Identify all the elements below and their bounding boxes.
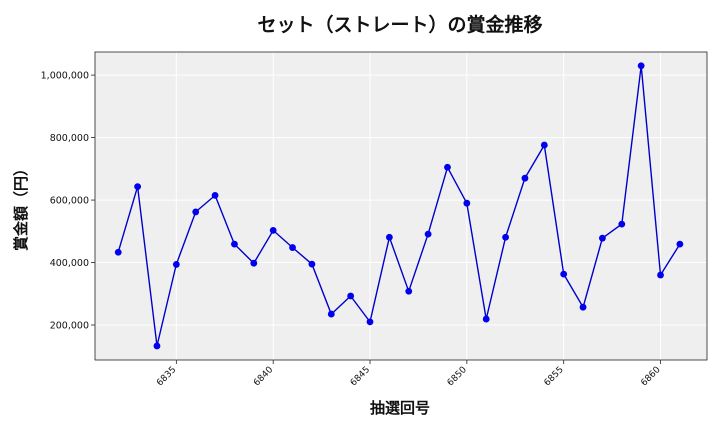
data-point bbox=[637, 62, 645, 70]
y-axis-ticks: 200,000 400,000 600,000 800,000 1,000,000 bbox=[41, 71, 95, 332]
y-tick-label: 600,000 bbox=[50, 196, 89, 207]
y-axis-label: 賞金額（円） bbox=[12, 161, 30, 251]
x-tick-label: 6850 bbox=[446, 365, 469, 388]
data-point bbox=[153, 342, 161, 350]
series-line bbox=[117, 65, 681, 347]
data-point bbox=[463, 199, 471, 207]
data-point bbox=[579, 303, 587, 311]
data-point bbox=[250, 259, 258, 267]
grid-lines bbox=[95, 52, 707, 360]
x-tick-label: 6845 bbox=[349, 365, 372, 388]
data-point bbox=[211, 191, 219, 199]
data-point bbox=[676, 240, 684, 248]
x-tick-label: 6840 bbox=[252, 365, 275, 388]
plot-frame bbox=[94, 51, 708, 361]
data-point bbox=[482, 315, 490, 323]
y-tick-label: 1,000,000 bbox=[41, 71, 89, 82]
data-point bbox=[560, 270, 568, 278]
data-point bbox=[599, 234, 606, 242]
data-point bbox=[366, 318, 374, 326]
plot-background bbox=[95, 52, 707, 360]
data-point bbox=[172, 261, 180, 268]
data-point bbox=[114, 248, 122, 256]
x-tick-label: 6860 bbox=[639, 365, 662, 388]
x-tick-label: 6835 bbox=[155, 365, 178, 388]
y-tick-label: 400,000 bbox=[50, 258, 89, 269]
data-point bbox=[502, 233, 509, 241]
data-points bbox=[114, 62, 684, 350]
data-point bbox=[289, 244, 296, 251]
data-point bbox=[327, 310, 335, 318]
data-point bbox=[521, 174, 529, 182]
data-point bbox=[385, 233, 393, 241]
data-point bbox=[618, 220, 626, 228]
y-tick-label: 800,000 bbox=[50, 133, 89, 144]
chart-title: セット（ストレート）の賞金推移 bbox=[257, 13, 542, 36]
data-point bbox=[444, 163, 451, 171]
data-point bbox=[657, 271, 664, 279]
data-point bbox=[424, 230, 432, 238]
data-point bbox=[134, 183, 142, 191]
data-point bbox=[231, 240, 238, 248]
data-point bbox=[540, 141, 548, 149]
data-point bbox=[192, 208, 200, 216]
data-point bbox=[269, 226, 277, 234]
y-tick-label: 200,000 bbox=[50, 321, 89, 332]
data-point bbox=[405, 287, 413, 295]
x-tick-label: 6855 bbox=[543, 365, 566, 388]
x-axis-label: 抽選回号 bbox=[370, 399, 430, 417]
data-point bbox=[308, 260, 316, 268]
data-point bbox=[347, 292, 355, 300]
x-axis-ticks: 6835 6840 6845 6850 6855 6860 bbox=[155, 360, 663, 388]
